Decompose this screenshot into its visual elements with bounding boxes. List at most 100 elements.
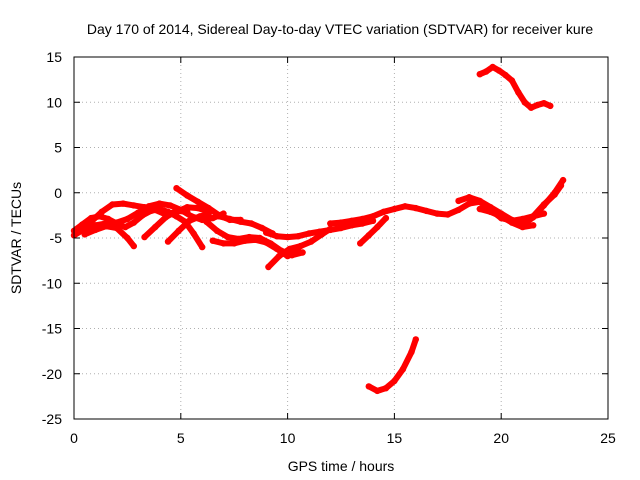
x-tick-label: 10 — [280, 430, 296, 446]
y-tick-label: 10 — [46, 94, 62, 110]
data-point — [194, 198, 202, 205]
y-tick-label: -15 — [42, 321, 62, 337]
data-point — [119, 200, 127, 207]
data-point — [455, 206, 462, 214]
data-point — [205, 211, 212, 218]
x-tick-label: 25 — [600, 430, 616, 446]
data-point — [273, 233, 281, 240]
data-point — [423, 207, 430, 215]
data-point — [374, 387, 381, 395]
data-point — [141, 204, 148, 211]
series-line — [476, 64, 554, 111]
series-arc-4 — [81, 223, 137, 250]
data-point — [252, 236, 259, 243]
x-tick-label: 15 — [387, 430, 403, 446]
data-point — [162, 214, 169, 221]
data-point — [237, 218, 244, 225]
data-point — [401, 203, 409, 210]
data-point — [203, 218, 210, 225]
data-point — [412, 336, 419, 343]
data-point — [502, 71, 509, 79]
y-tick-label: 15 — [46, 49, 62, 65]
data-point — [559, 176, 567, 184]
y-tick-label: -10 — [42, 275, 62, 291]
data-point — [224, 233, 231, 241]
data-point — [365, 383, 372, 390]
data-point — [483, 68, 490, 75]
data-point — [487, 204, 494, 211]
data-point — [521, 99, 528, 106]
data-point — [337, 224, 345, 232]
data-point — [98, 208, 106, 215]
data-point — [327, 220, 334, 227]
data-point — [263, 229, 270, 236]
data-point — [316, 228, 323, 235]
data-point — [295, 233, 302, 240]
series-arc-19 — [476, 63, 554, 111]
data-point — [184, 208, 191, 215]
data-point — [205, 204, 212, 212]
series-arc-13 — [327, 198, 483, 227]
data-point — [141, 233, 148, 241]
data-point — [408, 348, 415, 356]
data-point — [81, 231, 88, 238]
data-point — [307, 238, 315, 245]
data-point — [369, 213, 377, 220]
series-arc-20 — [365, 336, 419, 395]
data-point — [190, 230, 197, 237]
data-point — [359, 215, 366, 223]
data-point — [134, 209, 142, 216]
data-point — [156, 200, 163, 207]
data-point — [374, 223, 381, 231]
data-point — [194, 204, 202, 212]
data-point — [380, 208, 387, 215]
data-point — [476, 71, 483, 78]
data-point — [391, 377, 398, 385]
x-tick-label: 0 — [70, 430, 78, 446]
tick-layer: 0 5 10 15 20 25 15 10 5 0 -5 -10 -15 -20 -25 — [42, 49, 616, 446]
series-line — [357, 215, 389, 247]
data-point — [534, 101, 541, 109]
data-point — [130, 242, 137, 250]
data-point — [382, 385, 390, 392]
data-point — [113, 219, 120, 226]
data-point — [305, 230, 313, 237]
data-point — [337, 219, 345, 226]
series-layer — [70, 63, 567, 395]
data-point — [519, 222, 526, 229]
data-point — [102, 223, 110, 230]
data-point — [466, 194, 473, 201]
grid-layer — [74, 57, 608, 419]
data-point — [551, 189, 558, 196]
data-point — [199, 243, 206, 251]
y-tick-label: 5 — [54, 140, 62, 156]
data-point — [382, 214, 390, 222]
data-point — [164, 238, 172, 245]
x-axis-label: GPS time / hours — [288, 458, 395, 474]
data-point — [348, 217, 355, 224]
data-point — [196, 213, 204, 220]
data-point — [184, 192, 191, 199]
series-arc-14 — [357, 214, 390, 247]
data-point — [265, 263, 272, 271]
data-point — [412, 204, 419, 212]
data-point — [515, 89, 522, 96]
data-point — [248, 220, 255, 227]
data-point — [258, 224, 266, 232]
data-point — [152, 206, 159, 214]
y-tick-label: -5 — [50, 230, 63, 246]
data-point — [508, 77, 516, 84]
data-point — [365, 232, 372, 239]
series-arc-6 — [164, 211, 212, 245]
data-point — [77, 227, 84, 234]
data-point — [498, 210, 505, 217]
data-point — [284, 233, 291, 241]
data-point — [433, 210, 441, 217]
series-arc-5 — [141, 207, 191, 241]
data-point — [186, 217, 193, 224]
data-point — [175, 227, 182, 234]
data-point — [124, 215, 131, 223]
data-point — [508, 216, 516, 224]
data-point — [92, 226, 99, 234]
data-point — [130, 202, 137, 209]
